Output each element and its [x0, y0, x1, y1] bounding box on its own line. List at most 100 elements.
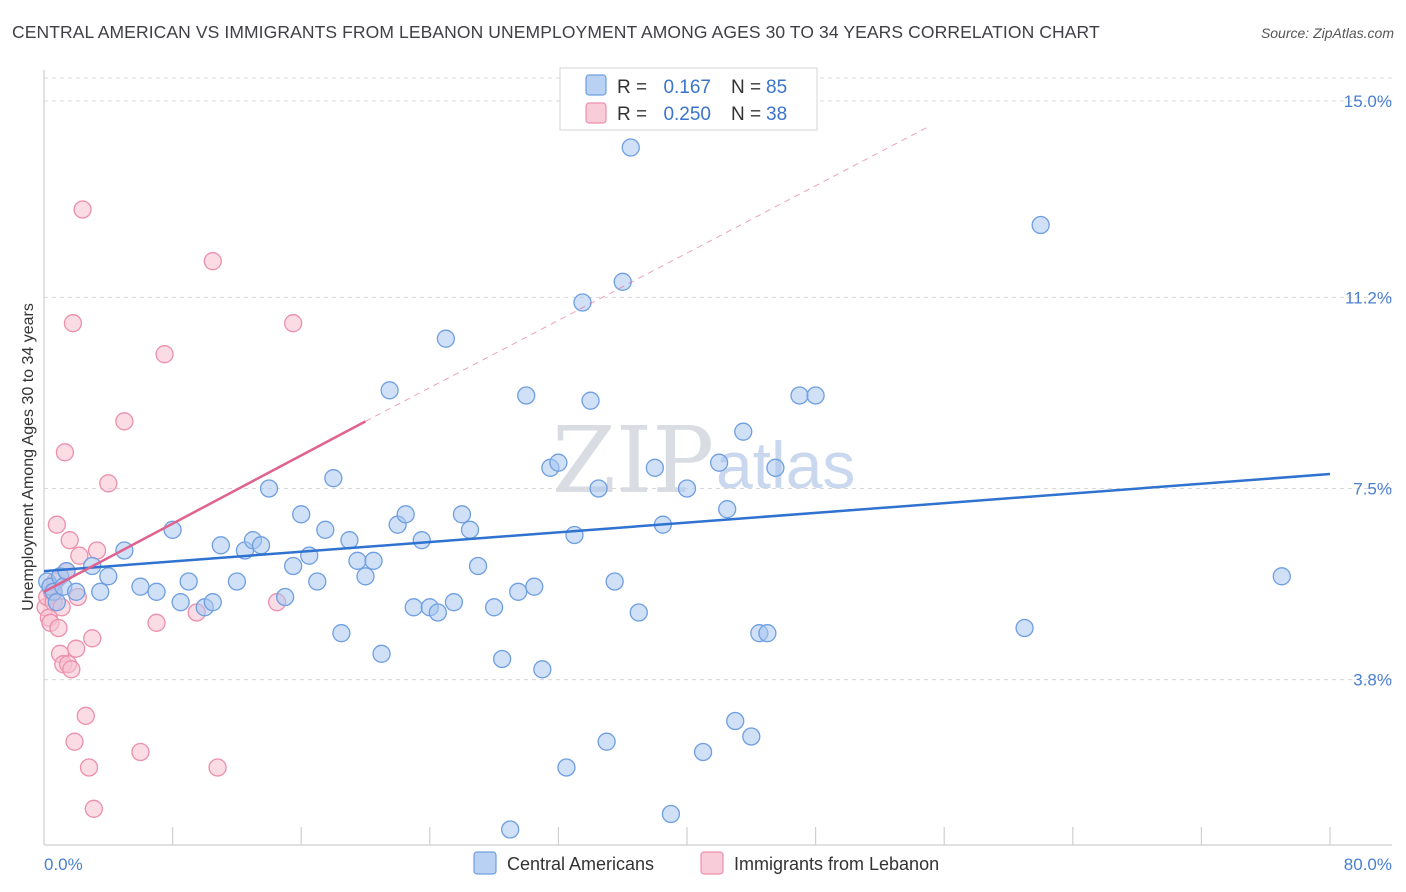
central-american-point: [468, 556, 488, 576]
trend-line-central-americans: [43, 472, 1331, 573]
y-tick-labels: 3.8% 7.5% 11.2% 15.0%: [1344, 92, 1392, 690]
central-american-point: [404, 598, 423, 617]
central-american-point: [573, 293, 592, 312]
series-legend-label-2: Immigrants from Lebanon: [734, 854, 939, 874]
central-american-point: [533, 660, 552, 679]
central-american-point: [275, 587, 295, 607]
central-american-point: [726, 711, 745, 731]
lebanon-point: [70, 546, 89, 565]
x-tick-label-max: 80.0%: [1344, 855, 1392, 874]
central-american-point: [356, 567, 375, 586]
central-american-point: [484, 598, 504, 617]
central-american-point: [203, 593, 222, 612]
central-american-point: [693, 742, 713, 762]
central-american-point: [549, 453, 568, 472]
trend-lines: [43, 126, 1331, 593]
central-american-point: [557, 758, 576, 777]
central-american-point: [396, 505, 415, 524]
central-american-point: [171, 593, 190, 612]
central-american-point: [47, 593, 67, 612]
lebanon-point: [83, 629, 102, 648]
legend-n-value-1: 85: [766, 77, 787, 98]
legend-r-label-1: R =: [617, 77, 647, 98]
lebanon-point: [131, 742, 150, 762]
central-american-point: [284, 556, 303, 576]
central-american-point: [806, 386, 825, 405]
legend-n-label-2: N =: [731, 104, 761, 125]
central-american-point: [316, 520, 335, 539]
series-legend-swatch-blue: [473, 851, 497, 875]
x-tick-label-min: 0.0%: [44, 855, 83, 874]
series-legend-label-1: Central Americans: [507, 854, 654, 874]
central-american-point: [597, 732, 616, 751]
central-american-point: [742, 727, 761, 746]
central-american-point: [211, 536, 230, 555]
lebanon-point: [84, 799, 103, 818]
legend-r-value-1: 0.167: [663, 77, 711, 98]
legend-swatch-blue: [585, 74, 607, 96]
central-american-point: [332, 624, 351, 643]
lebanon-point: [73, 200, 92, 219]
lebanon-point: [284, 314, 303, 333]
lebanon-point: [147, 613, 166, 632]
central-american-point: [364, 551, 383, 570]
watermark: ZIP atlas: [552, 407, 855, 514]
central-american-point: [428, 603, 447, 622]
central-american-point: [308, 572, 327, 591]
chart-title: CENTRAL AMERICAN VS IMMIGRANTS FROM LEBA…: [12, 22, 1100, 42]
chart-source: Source: ZipAtlas.com: [1260, 25, 1394, 41]
lebanon-point: [208, 758, 227, 777]
central-american-point: [99, 567, 118, 586]
lebanon-point: [79, 758, 99, 777]
central-american-point: [67, 582, 86, 601]
central-american-point: [259, 479, 279, 498]
central-american-point: [517, 386, 536, 405]
legend-swatch-pink: [585, 102, 607, 124]
y-axis-label: Unemployment Among Ages 30 to 34 years: [20, 303, 37, 611]
central-american-point: [758, 624, 777, 643]
stats-legend: R = 0.167 N = 85 R = 0.250 N = 38: [559, 67, 818, 131]
legend-n-label-1: N =: [731, 77, 761, 98]
legend-r-value-2: 0.250: [663, 104, 711, 125]
central-american-point: [1272, 567, 1291, 586]
legend-r-label-2: R =: [617, 104, 647, 125]
central-american-point: [509, 582, 528, 601]
central-american-point: [790, 386, 809, 405]
central-american-point: [525, 577, 544, 596]
lebanon-point: [49, 618, 68, 638]
central-american-point: [292, 505, 311, 524]
lebanon-point: [60, 531, 79, 550]
series-central-americans-points: [38, 138, 1291, 839]
lebanon-point: [203, 252, 222, 271]
series-legend-swatch-pink: [700, 851, 724, 875]
trend-line-lebanon: [43, 420, 367, 593]
central-american-point: [227, 572, 247, 591]
central-american-point: [613, 272, 632, 291]
central-american-point: [581, 391, 600, 410]
central-american-point: [1031, 215, 1050, 235]
y-tick-label: 3.8%: [1353, 671, 1392, 690]
trend-line-lebanon-extension: [365, 126, 929, 422]
central-american-point: [710, 453, 729, 472]
central-american-point: [621, 138, 640, 157]
series-lebanon-points: [36, 200, 303, 818]
central-american-point: [718, 500, 737, 519]
y-tick-label: 11.2%: [1345, 288, 1392, 307]
central-american-point: [179, 572, 198, 591]
legend-n-value-2: 38: [766, 104, 787, 125]
central-american-point: [340, 531, 359, 550]
y-tick-label: 15.0%: [1344, 92, 1392, 111]
central-american-point: [1015, 618, 1034, 638]
central-american-point: [131, 577, 150, 596]
central-american-point: [91, 582, 110, 601]
grid: [44, 77, 1392, 681]
central-american-point: [492, 649, 512, 669]
lebanon-point: [76, 706, 95, 725]
lebanon-point: [63, 314, 83, 333]
central-american-point: [629, 603, 648, 622]
central-american-point: [460, 520, 480, 539]
lebanon-point: [62, 660, 81, 679]
lebanon-point: [67, 639, 86, 658]
central-american-point: [605, 572, 624, 591]
